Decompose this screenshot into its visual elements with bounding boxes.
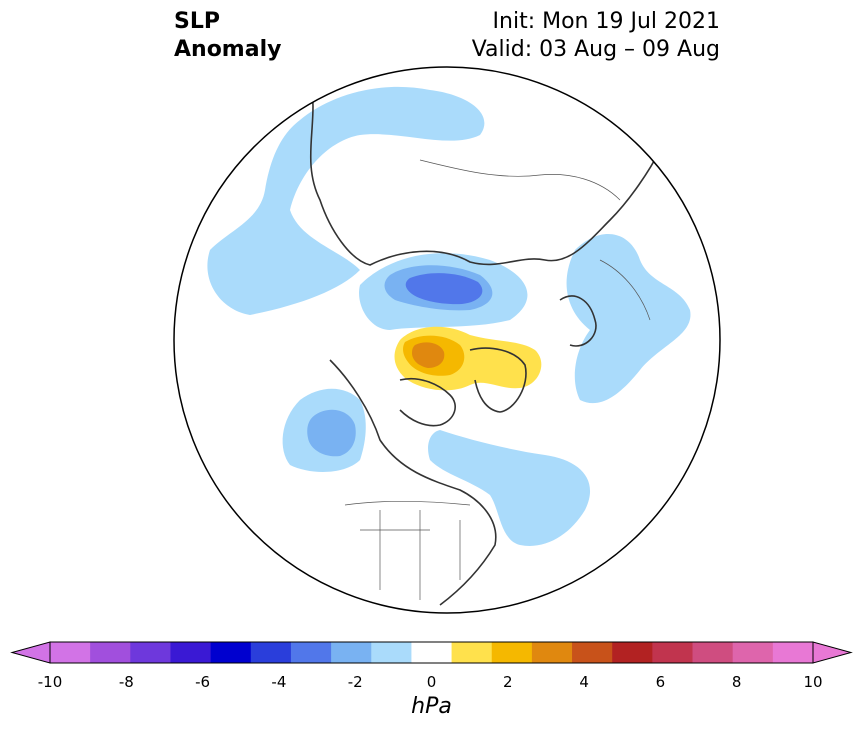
valid-range: Valid: 03 Aug – 09 Aug [471, 37, 720, 62]
colorbar-tick-label: 2 [503, 673, 513, 691]
border-usa-canada [344, 500, 471, 506]
colorbar-swatch [572, 642, 613, 663]
colorbar-swatch [772, 642, 814, 663]
border-europe [599, 259, 651, 321]
anomaly-north-pacific [207, 86, 485, 315]
coastline-greenland [469, 347, 527, 413]
coastline-north-america [329, 359, 497, 606]
colorbar-over-arrow [812, 641, 853, 664]
colorbar-unit: hPa [411, 694, 452, 719]
map-boundary [173, 66, 721, 614]
coastlines [309, 79, 661, 606]
colorbar-under-arrow [10, 641, 51, 664]
colorbar-tick-label: -4 [271, 673, 286, 691]
anomaly-siberia-core [405, 273, 483, 305]
colorbar-swatch [652, 642, 694, 663]
colorbar-ticks: -10 -8 -6 -4 -2 0 2 4 6 8 10 [38, 673, 823, 691]
colorbar-swatch [290, 642, 332, 663]
colorbar-swatch [732, 642, 774, 663]
colorbar: -10 -8 -6 -4 -2 0 2 4 6 8 10 [10, 641, 853, 691]
anomaly-hudson-light [428, 430, 591, 546]
colorbar-swatch [170, 642, 212, 663]
colorbar-swatch [210, 642, 252, 663]
colorbar-tick-label: 10 [803, 673, 822, 691]
map-dates: Init: Mon 19 Jul 2021 Valid: 03 Aug – 09… [472, 8, 720, 64]
colorbar-swatch [331, 642, 372, 663]
border-states [360, 510, 461, 600]
colorbar-swatch [371, 642, 412, 663]
colorbar-tick-label: 6 [656, 673, 666, 691]
coastline-canadian-archipelago [399, 377, 456, 427]
colorbar-swatch [130, 642, 171, 663]
borders [344, 159, 651, 600]
colorbar-tick-label: 0 [427, 673, 437, 691]
colorbar-tick-label: -10 [38, 673, 63, 691]
anomaly-arctic-orange [412, 342, 445, 368]
anomaly-field [207, 86, 691, 546]
coastline-scandinavia [559, 295, 597, 347]
anomaly-alaska-medium [307, 409, 356, 457]
colorbar-tick-label: -8 [119, 673, 134, 691]
colorbar-frame [49, 641, 814, 664]
colorbar-swatch [411, 642, 453, 663]
colorbar-swatch [692, 642, 734, 663]
colorbar-swatch [90, 642, 131, 663]
init-date: Init: Mon 19 Jul 2021 [492, 9, 720, 34]
colorbar-swatch [531, 642, 573, 663]
title-anomaly: Anomaly [174, 37, 282, 62]
polar-map [173, 66, 721, 614]
colorbar-swatch [50, 642, 91, 663]
colorbar-tick-label: -6 [195, 673, 210, 691]
border-russia [419, 159, 621, 201]
colorbar-swatch [612, 642, 653, 663]
colorbar-tick-label: 8 [732, 673, 742, 691]
colorbar-swatches [10, 641, 853, 664]
map-title: SLP Anomaly [174, 8, 281, 64]
colorbar-tick-label: 4 [579, 673, 589, 691]
title-slp: SLP [174, 9, 220, 34]
colorbar-swatch [250, 642, 292, 663]
colorbar-swatch [491, 642, 533, 663]
colorbar-tick-label: -2 [348, 673, 363, 691]
coastline-eurasia [309, 79, 661, 266]
anomaly-europe-light [566, 233, 691, 404]
colorbar-swatch [451, 642, 493, 663]
